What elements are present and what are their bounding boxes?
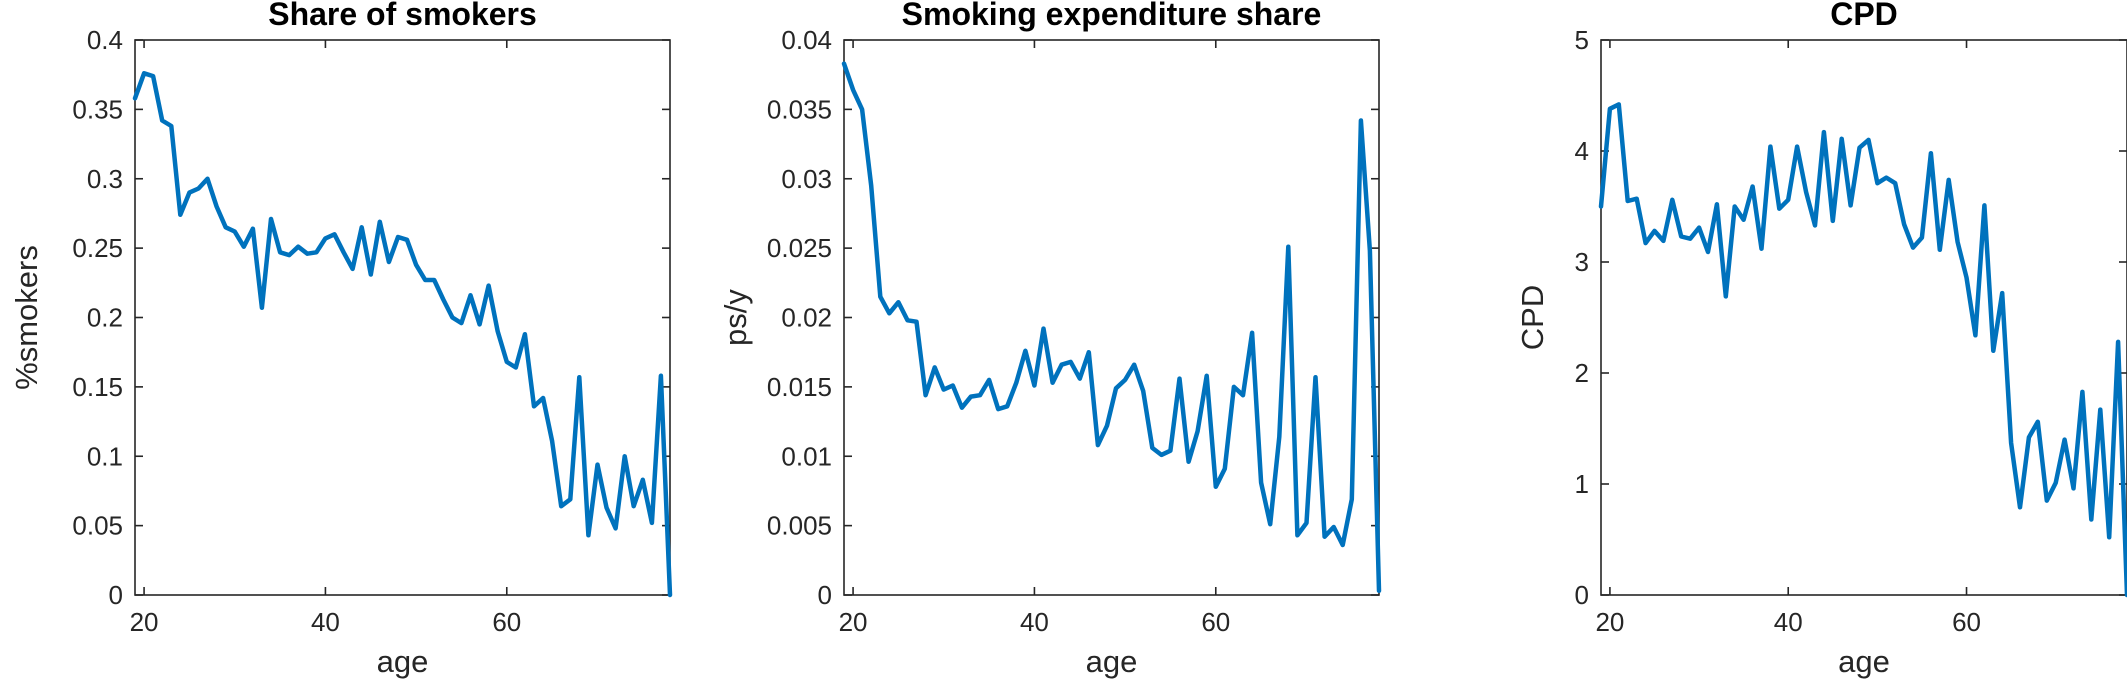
y-tick-label: 1 — [1575, 469, 1589, 499]
x-tick-label: 20 — [130, 607, 159, 637]
y-tick-label: 0.4 — [87, 25, 123, 55]
y-tick-label: 0.25 — [72, 233, 123, 263]
y-axis-label: ps/y — [718, 289, 753, 346]
chart-plot-area: Share of smokers age %smokers 0 0.05 0.1 0.… — [9, 0, 673, 679]
y-tick-label: 2 — [1575, 358, 1589, 388]
chart-smoking-expenditure-share: Smoking expenditure share age ps/y 0 0.00… — [709, 0, 1418, 685]
x-axis-label: age — [1838, 644, 1890, 679]
y-tick-label: 4 — [1575, 136, 1589, 166]
x-tick-label: 60 — [492, 607, 521, 637]
chart-title: Share of smokers — [268, 0, 537, 32]
x-tick-label: 60 — [1201, 607, 1230, 637]
y-tick-label: 0.03 — [781, 164, 832, 194]
y-tick-label: 5 — [1575, 25, 1589, 55]
y-tick-label: 0.015 — [767, 372, 832, 402]
x-tick-label: 60 — [1952, 607, 1981, 637]
series-line — [132, 71, 673, 598]
y-axis-label: CPD — [1515, 285, 1550, 350]
x-tick-label: 20 — [1595, 607, 1624, 637]
y-tick-label: 0.1 — [87, 441, 123, 471]
chart-title: CPD — [1830, 0, 1898, 32]
chart-plot-area: Smoking expenditure share age ps/y 0 0.00… — [718, 0, 1382, 679]
chart-plot-area: CPD age CPD 0 1 2 3 4 5 20 40 60 — [1515, 0, 2127, 679]
y-tick-label: 0.01 — [781, 441, 832, 471]
plot-frame — [1600, 39, 2127, 596]
y-tick-label: 0.2 — [87, 303, 123, 333]
y-tick-label: 0.005 — [767, 511, 832, 541]
y-tick-label: 0.035 — [767, 94, 832, 124]
x-tick-label: 20 — [839, 607, 868, 637]
y-tick-label: 0.05 — [72, 511, 123, 541]
y-tick-label: 0 — [1575, 580, 1589, 610]
y-tick-label: 0 — [109, 580, 123, 610]
series-line — [1598, 102, 2127, 598]
x-tick-label: 40 — [311, 607, 340, 637]
y-tick-label: 0.02 — [781, 303, 832, 333]
y-tick-label: 0.04 — [781, 25, 832, 55]
chart-share-of-smokers: Share of smokers age %smokers 0 0.05 0.1 0.… — [0, 0, 709, 685]
y-tick-label: 0.35 — [72, 94, 123, 124]
y-tick-label: 0.3 — [87, 164, 123, 194]
y-axis-label: %smokers — [9, 245, 44, 390]
x-tick-label: 40 — [1774, 607, 1803, 637]
y-tick-label: 0.025 — [767, 233, 832, 263]
chart-cpd: CPD age CPD 0 1 2 3 4 5 20 40 60 — [1418, 0, 2127, 685]
y-tick-label: 0 — [818, 580, 832, 610]
series-line — [841, 61, 1382, 594]
y-tick-label: 3 — [1575, 247, 1589, 277]
chart-title: Smoking expenditure share — [902, 0, 1322, 32]
x-axis-label: age — [377, 644, 429, 679]
y-tick-label: 0.15 — [72, 372, 123, 402]
x-tick-label: 40 — [1020, 607, 1049, 637]
x-axis-label: age — [1086, 644, 1138, 679]
